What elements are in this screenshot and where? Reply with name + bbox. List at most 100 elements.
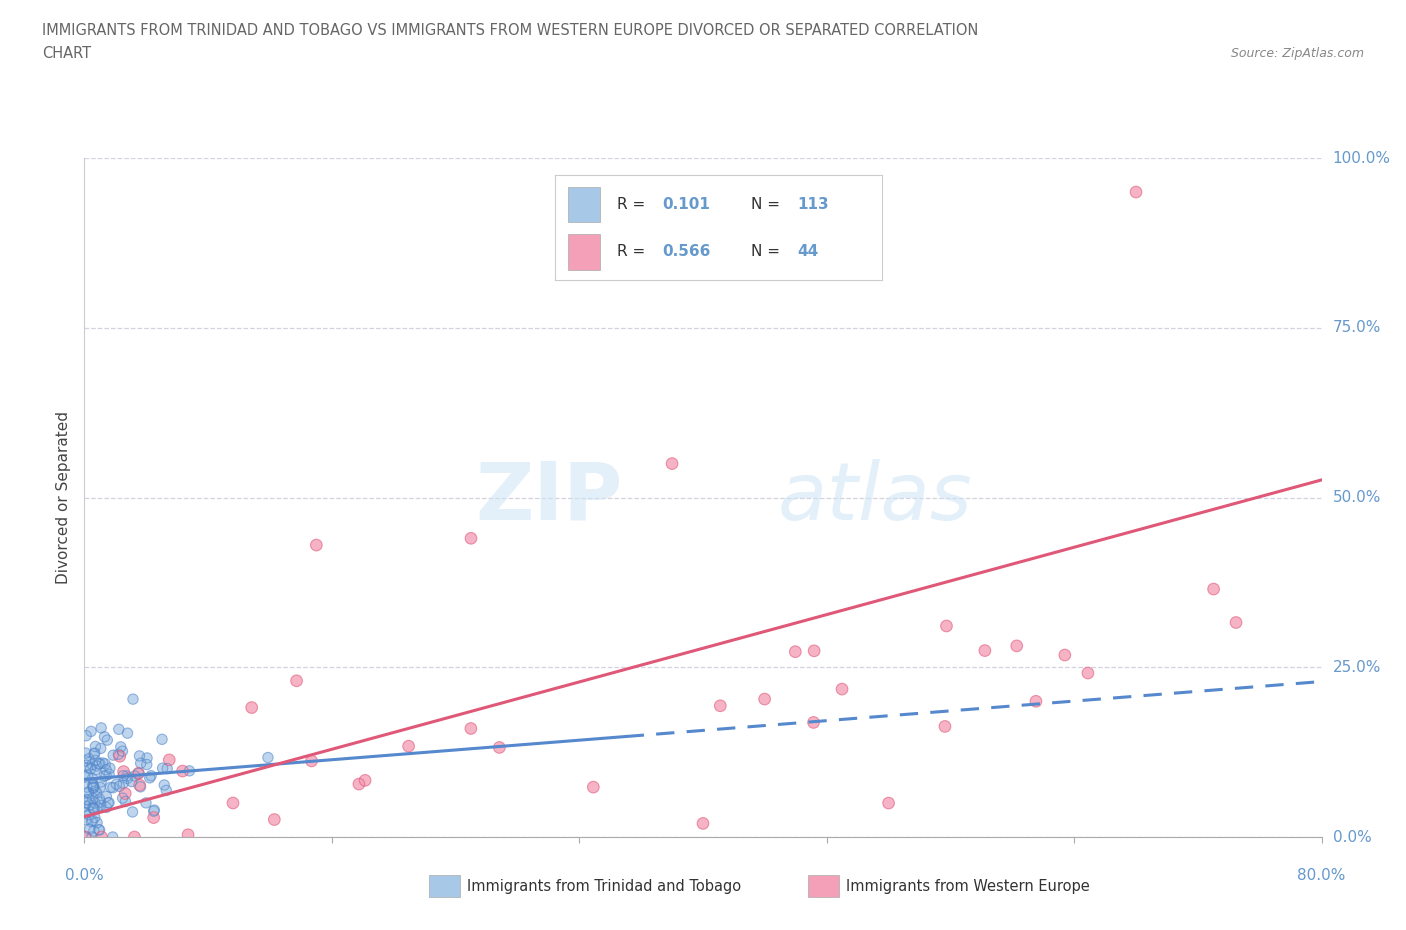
Point <box>90 775 112 790</box>
Point <box>76 795 98 810</box>
Point <box>114 786 136 801</box>
Point <box>803 644 825 658</box>
Text: 80.0%: 80.0% <box>1298 868 1346 883</box>
Point <box>83 801 105 816</box>
Point <box>91 755 114 770</box>
Point <box>117 771 139 786</box>
Point <box>115 768 138 783</box>
Point <box>73 799 96 814</box>
Point <box>76 761 98 776</box>
Point <box>84 763 107 777</box>
Point <box>73 769 96 784</box>
Point <box>76 768 98 783</box>
Point <box>80 830 103 844</box>
Point <box>82 779 104 794</box>
Point <box>115 768 138 783</box>
Point <box>112 776 135 790</box>
Text: N =: N = <box>751 245 785 259</box>
Point <box>107 722 129 737</box>
Point <box>156 761 179 776</box>
Point <box>86 816 108 830</box>
Point <box>98 761 121 776</box>
Point <box>107 747 129 762</box>
Point <box>77 785 100 800</box>
Point <box>935 618 957 633</box>
Point <box>108 779 131 794</box>
Point <box>83 801 105 816</box>
Point <box>90 830 112 844</box>
Point <box>179 764 201 778</box>
Point <box>110 739 132 754</box>
Point <box>84 763 107 777</box>
Point <box>112 768 135 783</box>
Point <box>111 744 134 759</box>
Point <box>100 780 122 795</box>
Point <box>80 724 103 738</box>
Point <box>75 805 97 820</box>
Point <box>179 764 201 778</box>
Point <box>101 830 124 844</box>
Point <box>257 751 280 765</box>
Point <box>86 816 108 830</box>
Point <box>94 763 117 777</box>
Point <box>82 790 104 805</box>
Point <box>83 810 105 825</box>
Point <box>87 822 110 837</box>
Point <box>117 725 139 740</box>
Point <box>142 810 165 825</box>
Point <box>935 618 957 633</box>
Point <box>76 761 98 776</box>
Point <box>75 830 97 844</box>
Point <box>128 749 150 764</box>
Point <box>112 776 135 790</box>
Point <box>98 767 121 782</box>
Point <box>94 756 117 771</box>
Point <box>91 755 114 770</box>
Point <box>82 790 104 805</box>
Point <box>75 728 97 743</box>
Point <box>84 753 107 768</box>
Point <box>77 751 100 766</box>
Point <box>82 757 104 772</box>
Point <box>93 729 115 744</box>
Point <box>82 813 104 828</box>
Point <box>82 781 104 796</box>
Point <box>87 756 110 771</box>
Point <box>460 531 482 546</box>
Text: N =: N = <box>751 197 785 212</box>
Point <box>257 751 280 765</box>
Point <box>82 801 104 816</box>
Point <box>661 457 683 472</box>
Point <box>83 779 105 794</box>
Point <box>77 785 100 800</box>
Point <box>1077 666 1099 681</box>
Point <box>101 748 124 763</box>
Point <box>82 777 104 792</box>
Point <box>692 816 714 830</box>
Point <box>142 804 165 818</box>
Point <box>96 789 118 804</box>
Point <box>89 795 111 810</box>
Point <box>77 792 100 807</box>
Point <box>222 795 245 810</box>
Point <box>80 724 103 738</box>
Point <box>77 807 100 822</box>
Point <box>107 747 129 762</box>
Point <box>124 768 146 783</box>
Point <box>111 790 134 805</box>
Text: ZIP: ZIP <box>475 458 623 537</box>
Point <box>77 792 100 807</box>
Point <box>121 804 143 819</box>
Point <box>93 729 115 744</box>
Point <box>1005 638 1028 653</box>
Point <box>77 807 100 822</box>
Point <box>398 738 420 753</box>
Point <box>240 700 263 715</box>
Point <box>128 777 150 792</box>
Point <box>105 777 128 791</box>
Point <box>142 804 165 818</box>
Point <box>79 798 101 813</box>
Point <box>152 761 174 776</box>
Point <box>460 721 482 736</box>
Point <box>785 644 807 659</box>
